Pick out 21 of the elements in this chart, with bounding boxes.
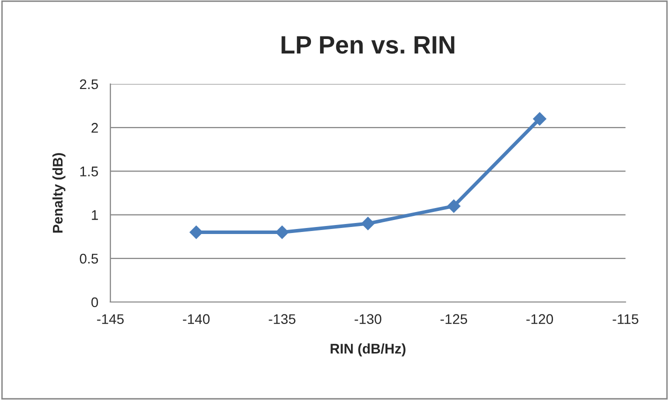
- point: [533, 112, 546, 126]
- x-tick-label: -130: [354, 314, 382, 324]
- point: [447, 199, 460, 213]
- x-tick-label: -120: [526, 314, 554, 324]
- y-tick-label: 1.5: [80, 166, 98, 176]
- y-tick-label: 1: [92, 210, 98, 220]
- chart-title: LP Pen vs. RIN: [282, 36, 454, 54]
- x-tick-label: -125: [440, 314, 468, 324]
- x-axis-title: RIN (dB/Hz): [330, 343, 406, 356]
- y-axis-title: Penalty (dB): [52, 153, 66, 233]
- y-tick-label: 2: [92, 122, 98, 133]
- x-tick-label: -135: [268, 314, 296, 324]
- y-tick-label: 2.5: [80, 79, 98, 90]
- y-tick-label: 0: [91, 297, 98, 308]
- x-tick-label: -140: [182, 314, 210, 324]
- point: [190, 226, 203, 239]
- y-tick-label: 0.5: [80, 254, 98, 264]
- point: [276, 226, 289, 239]
- point: [361, 216, 375, 230]
- x-tick-label: -145: [97, 314, 124, 324]
- x-tick-label: -115: [612, 314, 638, 324]
